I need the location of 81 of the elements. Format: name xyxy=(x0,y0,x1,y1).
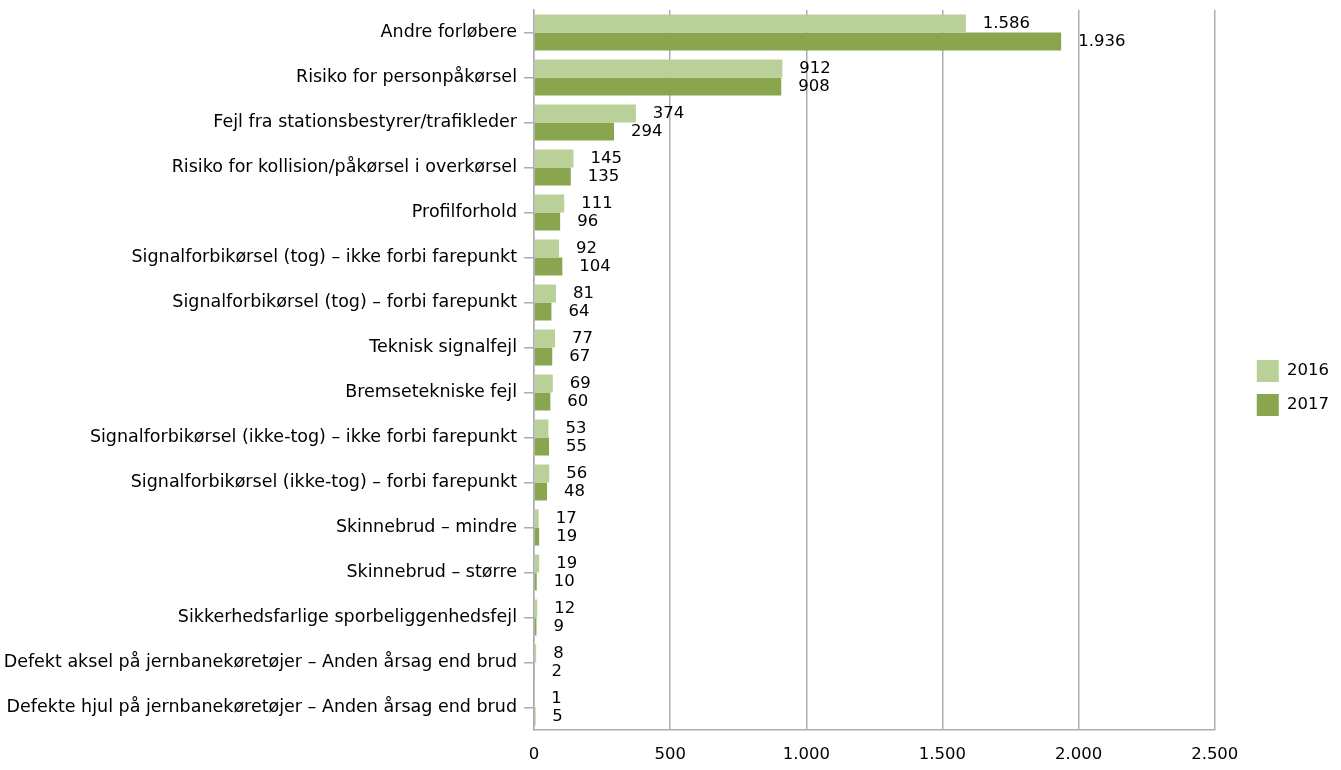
bar xyxy=(534,32,1062,51)
y-tick-label: Fejl fra stationsbestyrer/trafikleder xyxy=(213,111,518,132)
bar xyxy=(534,122,615,141)
y-tick-label: Sikkerhedsfarlige sporbeliggenhedsfejl xyxy=(177,606,517,627)
data-label: 5 xyxy=(552,705,563,725)
data-label: 912 xyxy=(799,57,831,77)
y-tick-label: Signalforbikørsel (ikke-tog) – ikke forbi farepunkt xyxy=(89,426,518,447)
bar xyxy=(534,392,551,411)
y-tick-label: Skinnebrud – mindre xyxy=(335,516,517,537)
y-tick-label: Defekt aksel på jernbanekøretøjer – Anden årsag end brud xyxy=(3,651,517,672)
bar xyxy=(534,257,563,276)
bar xyxy=(534,14,966,33)
data-label: 374 xyxy=(652,102,685,122)
bar xyxy=(534,59,783,78)
y-tick-label: Defekte hjul på jernbanekøretøjer – Anden årsag end brud xyxy=(6,696,517,717)
data-label: 92 xyxy=(576,237,598,257)
data-label: 1 xyxy=(551,687,562,707)
data-label: 17 xyxy=(555,507,577,527)
data-label: 19 xyxy=(556,552,578,572)
data-label: 12 xyxy=(554,597,576,617)
y-tick-label: Profilforhold xyxy=(411,201,517,222)
data-label: 53 xyxy=(565,417,587,437)
data-label: 294 xyxy=(631,120,663,140)
legend-label: 2016 xyxy=(1287,360,1330,380)
bar xyxy=(534,194,565,213)
data-label: 55 xyxy=(565,435,587,455)
bar xyxy=(534,527,540,546)
x-tick-label: 1.000 xyxy=(782,744,830,764)
data-label: 81 xyxy=(573,282,595,302)
bar xyxy=(534,212,561,231)
bar xyxy=(534,347,553,366)
data-label: 1.936 xyxy=(1078,30,1126,50)
data-label: 9 xyxy=(553,615,564,635)
data-label: 908 xyxy=(798,75,830,95)
bar xyxy=(534,284,557,303)
bar xyxy=(534,482,548,501)
bar xyxy=(534,374,553,393)
y-tick-label: Risiko for personpåkørsel xyxy=(295,66,517,87)
data-label: 56 xyxy=(566,462,588,482)
data-label: 77 xyxy=(571,327,593,347)
data-label: 111 xyxy=(581,192,613,212)
data-label: 19 xyxy=(556,525,578,545)
bar xyxy=(534,302,552,321)
y-tick-label: Bremsetekniske fejl xyxy=(345,381,517,402)
y-tick-label: Signalforbikørsel (tog) – ikke forbi farepunkt xyxy=(131,246,518,267)
data-label: 10 xyxy=(553,570,575,590)
x-tick-label: 1.500 xyxy=(918,744,967,764)
y-tick-label: Skinnebrud – større xyxy=(346,561,517,582)
data-label: 67 xyxy=(569,345,591,365)
x-tick-label: 2.000 xyxy=(1054,744,1103,764)
data-label: 104 xyxy=(579,255,611,275)
bar xyxy=(534,509,539,528)
bar xyxy=(534,464,550,483)
bar xyxy=(534,149,574,168)
bar xyxy=(534,104,636,123)
data-label: 1.586 xyxy=(982,12,1031,32)
bar xyxy=(534,239,560,258)
data-label: 145 xyxy=(590,147,622,167)
x-tick-label: 0 xyxy=(528,744,540,764)
legend-label: 2017 xyxy=(1287,394,1330,414)
data-label: 64 xyxy=(568,300,590,320)
data-label: 8 xyxy=(553,642,564,662)
data-label: 96 xyxy=(577,210,599,230)
bar xyxy=(534,554,540,573)
bar xyxy=(534,329,555,348)
bar xyxy=(534,77,782,96)
y-tick-label: Signalforbikørsel (ikke-tog) – forbi farepunkt xyxy=(130,471,518,492)
data-label: 48 xyxy=(564,480,586,500)
bar xyxy=(534,437,549,456)
data-label: 135 xyxy=(587,165,620,185)
x-tick-label: 2.500 xyxy=(1191,744,1239,764)
y-tick-label: Signalforbikørsel (tog) – forbi farepunkt xyxy=(172,291,518,312)
y-tick-label: Teknisk signalfejl xyxy=(368,336,517,357)
y-tick-label: Andre forløbere xyxy=(380,21,517,42)
data-label: 69 xyxy=(569,372,591,392)
x-tick-label: 500 xyxy=(654,744,686,764)
y-tick-label: Risiko for kollision/påkørsel i overkørsel xyxy=(171,156,517,177)
bar xyxy=(534,419,549,438)
bar xyxy=(534,167,571,186)
data-label: 60 xyxy=(567,390,589,410)
data-label: 2 xyxy=(551,660,563,680)
